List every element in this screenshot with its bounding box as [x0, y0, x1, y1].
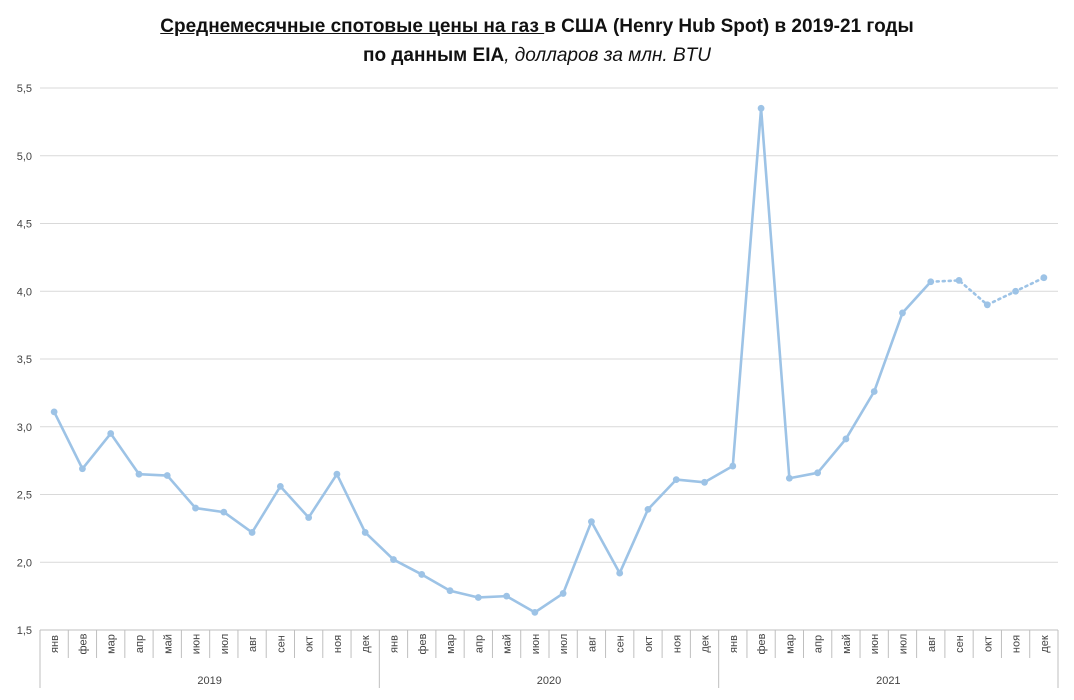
- x-tick-label: сен: [954, 635, 966, 653]
- y-tick-label: 4,0: [17, 286, 32, 298]
- series-line-solid: [52, 107, 932, 614]
- data-point: [50, 408, 58, 416]
- x-tick-label: июл: [897, 634, 909, 655]
- data-point: [814, 469, 822, 477]
- x-tick-label: июн: [530, 634, 542, 654]
- data-point: [390, 556, 397, 563]
- data-point: [446, 587, 454, 595]
- x-tick-label: апр: [134, 635, 146, 653]
- data-point: [474, 594, 482, 601]
- data-point: [701, 478, 708, 486]
- data-point: [842, 435, 850, 443]
- data-point: [672, 476, 680, 483]
- data-point: [899, 309, 906, 317]
- x-tick-label: июн: [191, 634, 203, 654]
- x-tick-label: май: [502, 634, 514, 654]
- data-point: [729, 462, 737, 470]
- x-group-label: 2021: [876, 675, 900, 687]
- x-tick-label: мар: [445, 634, 457, 654]
- x-tick-label: авг: [247, 636, 259, 652]
- x-tick-label: янв: [49, 635, 61, 653]
- x-tick-label: мар: [106, 634, 118, 654]
- x-tick-label: дек: [360, 635, 372, 653]
- data-point: [361, 529, 369, 536]
- x-tick-label: ноя: [671, 635, 683, 653]
- x-axis: янв фев мар апр май июн июл авг сен окт ноя дек янв ф…: [39, 630, 1059, 688]
- x-tick-label: ноя: [332, 635, 344, 653]
- y-tick-label: 4,5: [17, 219, 32, 231]
- x-tick-label: ноя: [1011, 635, 1023, 653]
- y-tick-label: 1,5: [17, 625, 32, 637]
- data-point: [927, 278, 935, 286]
- x-tick-label: мар: [784, 634, 796, 654]
- data-point: [1040, 274, 1048, 282]
- x-tick-label: окт: [304, 636, 316, 652]
- x-tick-label: дек: [1039, 635, 1051, 653]
- y-tick-label: 2,5: [17, 490, 32, 502]
- data-point: [503, 592, 510, 600]
- y-tick-label: 3,0: [17, 422, 32, 434]
- y-tick-label: 5,0: [17, 151, 32, 163]
- y-tick-label: 3,5: [17, 354, 32, 366]
- x-tick-label: янв: [728, 635, 740, 653]
- x-tick-label: дек: [700, 635, 712, 653]
- data-point: [333, 470, 341, 478]
- x-tick-label: июл: [219, 634, 231, 655]
- x-tick-label: фев: [756, 633, 768, 654]
- data-point: [248, 529, 256, 536]
- price-series: [50, 104, 1048, 616]
- x-tick-label: июл: [558, 634, 570, 655]
- title-units-part: , долларов за млн. BTU: [504, 45, 711, 66]
- data-point: [107, 430, 115, 437]
- x-tick-label: янв: [388, 635, 400, 653]
- x-tick-label: май: [841, 634, 853, 654]
- x-tick-label: июн: [869, 634, 881, 654]
- y-tick-label: 5,5: [17, 83, 32, 95]
- title-line-1: Среднемесячные спотовые цены на газ в СШ…: [0, 12, 1074, 41]
- x-group-label: 2019: [197, 675, 221, 687]
- x-group-label: 2020: [537, 675, 561, 687]
- title-rest-part: в США (Henry Hub Spot) в 2019-21 годы: [544, 16, 914, 37]
- data-point: [163, 472, 171, 479]
- y-axis: 1,5 2,0 2,5 3,0 3,5 4,0 4,5 5,0 5,5: [17, 83, 32, 637]
- x-tick-label: апр: [813, 635, 825, 653]
- x-tick-label: окт: [643, 636, 655, 652]
- x-tick-label: сен: [275, 635, 287, 653]
- data-point: [220, 508, 228, 516]
- x-tick-label: сен: [615, 635, 627, 653]
- data-point: [276, 482, 284, 490]
- data-point: [1012, 287, 1019, 295]
- data-point: [305, 514, 313, 521]
- data-point: [531, 608, 539, 616]
- x-tick-label: фев: [417, 633, 429, 654]
- data-point: [79, 465, 86, 473]
- data-point: [785, 474, 793, 482]
- data-point: [955, 277, 963, 284]
- data-point: [870, 388, 878, 395]
- x-tick-label: май: [162, 634, 174, 654]
- x-tick-label: окт: [982, 636, 994, 652]
- x-tick-label: апр: [473, 635, 485, 653]
- y-tick-label: 2,0: [17, 557, 32, 569]
- title-line-2: по данным EIA, долларов за млн. BTU: [0, 41, 1074, 70]
- data-point: [418, 571, 426, 578]
- data-point: [644, 506, 652, 513]
- chart-title: Среднемесячные спотовые цены на газ в СШ…: [0, 12, 1074, 70]
- data-point: [757, 104, 765, 112]
- x-tick-label: авг: [926, 636, 938, 652]
- x-tick-label: авг: [586, 636, 598, 652]
- data-point: [983, 301, 991, 309]
- data-point: [616, 569, 624, 577]
- data-point: [135, 470, 143, 478]
- data-point: [192, 504, 199, 512]
- x-tick-label: фев: [77, 633, 89, 654]
- title-underlined-part: Среднемесячные спотовые цены на газ: [160, 16, 545, 37]
- title-source-part: по данным EIA: [363, 45, 505, 66]
- data-point: [559, 590, 567, 597]
- data-point: [588, 518, 595, 525]
- gridlines: [40, 87, 1058, 631]
